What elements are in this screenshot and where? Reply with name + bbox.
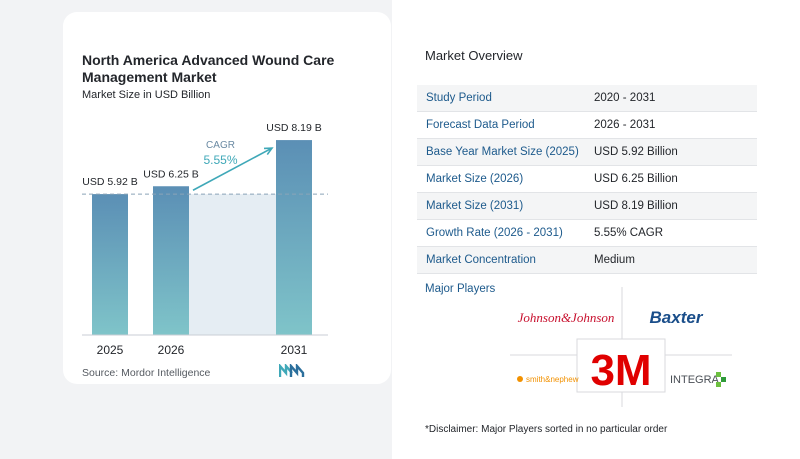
row-value: USD 6.25 Billion xyxy=(594,173,678,185)
cagr-arrow-line xyxy=(192,147,273,191)
x-tick-label-2026: 2026 xyxy=(158,343,185,357)
source-text: Source: Mordor Intelligence xyxy=(82,367,211,379)
overview-row-size-2026: Market Size (2026) USD 6.25 Billion xyxy=(417,166,757,193)
cagr-label: CAGR xyxy=(206,140,235,151)
value-label-2026: USD 6.25 B xyxy=(143,168,198,180)
row-value: 5.55% CAGR xyxy=(594,227,664,239)
cagr-arrow-head xyxy=(263,147,274,156)
bar-2031 xyxy=(276,140,312,335)
overview-table: Study Period 2020 - 2031 Forecast Data P… xyxy=(417,85,757,274)
x-tick-label-2025: 2025 xyxy=(97,343,124,357)
row-value: 2026 - 2031 xyxy=(594,119,656,131)
johnson-and-johnson-logo: Johnson&Johnson xyxy=(518,310,615,325)
smith-and-nephew-logo: smith&nephew xyxy=(517,375,579,384)
row-label: Forecast Data Period xyxy=(426,119,535,131)
row-value: USD 5.92 Billion xyxy=(594,146,678,158)
svg-text:smith&nephew: smith&nephew xyxy=(526,375,579,384)
row-label: Base Year Market Size (2025) xyxy=(426,146,579,158)
overview-row-growth-rate: Growth Rate (2026 - 2031) 5.55% CAGR xyxy=(417,220,757,247)
baxter-logo: Baxter xyxy=(650,308,704,327)
row-value: Medium xyxy=(594,254,635,266)
row-value: 2020 - 2031 xyxy=(594,92,656,104)
row-label: Market Concentration xyxy=(426,254,536,266)
overview-row-size-2031: Market Size (2031) USD 8.19 Billion xyxy=(417,193,757,220)
row-label: Study Period xyxy=(426,92,492,104)
row-label: Market Size (2026) xyxy=(426,173,524,185)
bar-chart: USD 5.92 B 2025 USD 6.25 B 2026 USD 8.19 B 20… xyxy=(82,122,328,357)
x-tick-label-2031: 2031 xyxy=(281,343,308,357)
overview-row-forecast-period: Forecast Data Period 2026 - 2031 xyxy=(417,112,757,139)
cagr-value: 5.55% xyxy=(203,153,237,167)
overview-row-concentration: Market Concentration Medium xyxy=(417,247,757,274)
bar-2026 xyxy=(153,186,189,335)
disclaimer-text: *Disclaimer: Major Players sorted in no … xyxy=(425,424,668,435)
mordor-intelligence-logo-icon xyxy=(279,364,305,377)
major-players-grid: Johnson&Johnson Baxter 3M smith&nephew I… xyxy=(510,287,732,407)
chart-title: North America Advanced Wound Care Manage… xyxy=(82,52,335,85)
overview-row-study-period: Study Period 2020 - 2031 xyxy=(417,85,757,112)
svg-text:3M: 3M xyxy=(590,346,651,395)
overview-title: Market Overview xyxy=(425,48,523,63)
svg-text:Johnson&Johnson: Johnson&Johnson xyxy=(518,310,615,325)
row-label: Market Size (2031) xyxy=(426,200,524,212)
svg-text:Baxter: Baxter xyxy=(650,308,704,327)
value-label-2025: USD 5.92 B xyxy=(82,176,137,188)
growth-shade xyxy=(189,194,276,335)
svg-text:INTEGRA: INTEGRA xyxy=(670,374,720,386)
bar-2025 xyxy=(92,194,128,335)
major-players-title: Major Players xyxy=(425,283,496,295)
row-value: USD 8.19 Billion xyxy=(594,200,678,212)
3m-logo: 3M xyxy=(576,338,666,395)
row-label: Growth Rate (2026 - 2031) xyxy=(426,227,563,239)
overview-row-base-year: Base Year Market Size (2025) USD 5.92 Bi… xyxy=(417,139,757,166)
chart-subtitle: Market Size in USD Billion xyxy=(82,89,211,101)
value-label-2031: USD 8.19 B xyxy=(266,122,321,134)
integra-logo: INTEGRA xyxy=(670,372,726,387)
